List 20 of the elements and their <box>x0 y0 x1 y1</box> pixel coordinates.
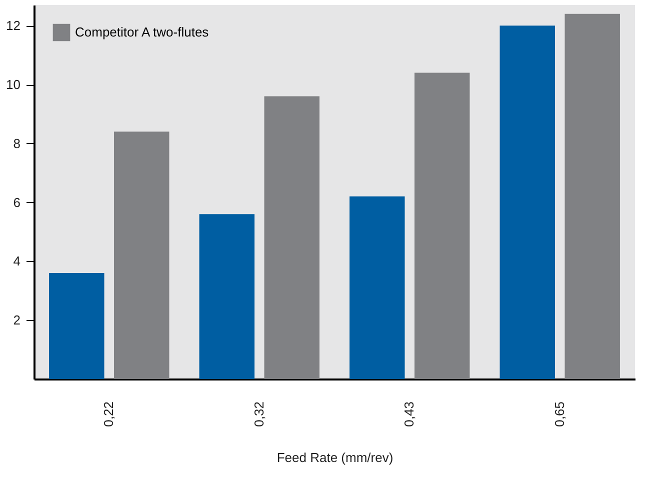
x-axis-title: Feed Rate (mm/rev) <box>276 450 394 465</box>
bar <box>500 26 555 379</box>
y-tick-label: 6 <box>13 194 20 210</box>
bar <box>414 72 470 379</box>
bar <box>564 14 620 379</box>
bar <box>264 96 320 379</box>
bar <box>350 196 405 379</box>
y-tick-label: 8 <box>13 136 20 151</box>
x-tick-label: 0,22 <box>101 402 116 427</box>
x-tick-label: 0,32 <box>251 402 266 427</box>
x-tick-label: 0,43 <box>402 402 417 427</box>
y-tick-label: 12 <box>6 18 20 34</box>
y-tick-label: 2 <box>13 312 20 328</box>
legend-label: Competitor A two-flutes <box>75 24 210 40</box>
y-tick-label: 4 <box>13 254 20 269</box>
bar <box>49 272 104 379</box>
bar <box>199 214 254 379</box>
x-tick-label: 0,65 <box>552 402 567 427</box>
y-tick-label: 10 <box>6 77 20 92</box>
bar <box>114 132 170 379</box>
